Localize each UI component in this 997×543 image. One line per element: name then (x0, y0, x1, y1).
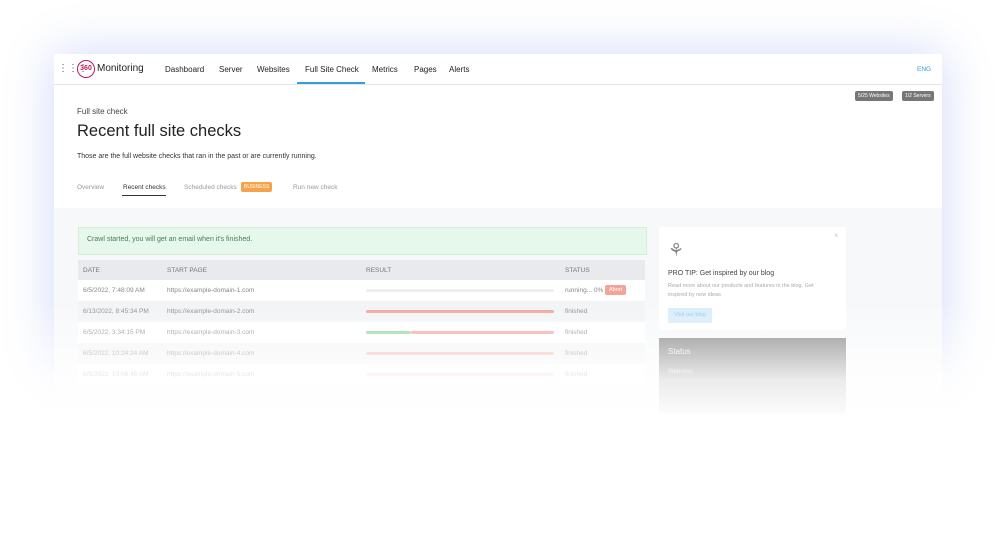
table-row (78, 301, 645, 322)
description: Those are the full website checks that r… (77, 153, 317, 160)
nav-item[interactable]: Dashboard (165, 65, 205, 74)
tip-text: Read more about our products and feature… (668, 283, 814, 298)
table-header (78, 260, 645, 280)
column-header: RESULT (366, 267, 392, 274)
breadcrumb: Full site check (77, 107, 128, 116)
nav-item[interactable]: Websites (257, 65, 290, 74)
nav-item[interactable]: Metrics (372, 65, 398, 74)
abort-button[interactable]: Abort (605, 285, 627, 295)
tab[interactable]: Overview (77, 184, 105, 191)
badge: 1/2 Servers (902, 91, 934, 101)
nav-item[interactable]: Server (219, 65, 243, 74)
cell: finished (565, 371, 588, 378)
column-header: STATUS (565, 267, 590, 274)
result-bar (366, 373, 554, 376)
cell: https://example-domain-5.com (167, 371, 255, 378)
status-title: Status (668, 347, 691, 356)
logo-mark: 360 (77, 60, 95, 78)
result-bar (366, 331, 412, 334)
alert-text: Crawl started, you will get an email whe… (87, 236, 253, 243)
close-icon[interactable]: × (834, 231, 839, 240)
cell: 6/13/2022, 8:45:34 PM (83, 308, 149, 315)
app-window: ⋮⋮⋮ 360 Monitoring Dashboard Server Webs… (54, 54, 942, 414)
cell: 6/5/2022, 10:06:46 AM (83, 371, 149, 378)
tab-badge: BUSINESS (241, 182, 273, 192)
nav-item[interactable]: Alerts (449, 65, 470, 74)
tab[interactable]: Scheduled checks (184, 184, 237, 191)
cell: https://example-domain-4.com (167, 350, 255, 357)
handshake-icon: ⚘ (668, 240, 685, 260)
page-title: Recent full site checks (77, 122, 242, 140)
tip-button[interactable]: Visit our blog (668, 308, 712, 323)
cell: https://example-domain-2.com (167, 308, 255, 315)
cell: 6/5/2022, 7:48:09 AM (83, 287, 145, 294)
tab[interactable]: Run new check (293, 184, 338, 191)
cell: 6/5/2022, 10:24:24 AM (83, 350, 149, 357)
logo-name: Monitoring (97, 63, 144, 74)
table-row (78, 280, 645, 301)
tab[interactable]: Recent checks (123, 184, 166, 191)
table-row (78, 343, 645, 364)
nav-item[interactable]: Pages (414, 65, 437, 74)
result-bar (366, 289, 554, 292)
cell: https://example-domain-3.com (167, 329, 255, 336)
cell: 6/5/2022, 3:34:15 PM (83, 329, 146, 336)
column-header: DATE (83, 267, 100, 274)
tab-underline (122, 195, 166, 196)
badge: 5/25 Websites (855, 91, 893, 101)
result-bar (411, 331, 554, 334)
cell: running... 0% (565, 287, 604, 294)
language[interactable]: ENG (917, 66, 932, 73)
result-bar (366, 352, 554, 355)
nav-item[interactable]: Full Site Check (305, 65, 359, 74)
table-row (78, 322, 645, 343)
table-row (78, 364, 645, 385)
result-bar (366, 310, 554, 313)
tip-title: PRO TIP: Get inspired by our blog (668, 270, 775, 277)
cell: finished (565, 329, 588, 336)
nav-active-underline (297, 82, 365, 84)
cell: finished (565, 308, 588, 315)
column-header: START PAGE (167, 267, 207, 274)
cell: https://example-domain-1.com (167, 287, 255, 294)
status-label: Websites (668, 369, 693, 375)
cell: finished (565, 350, 588, 357)
